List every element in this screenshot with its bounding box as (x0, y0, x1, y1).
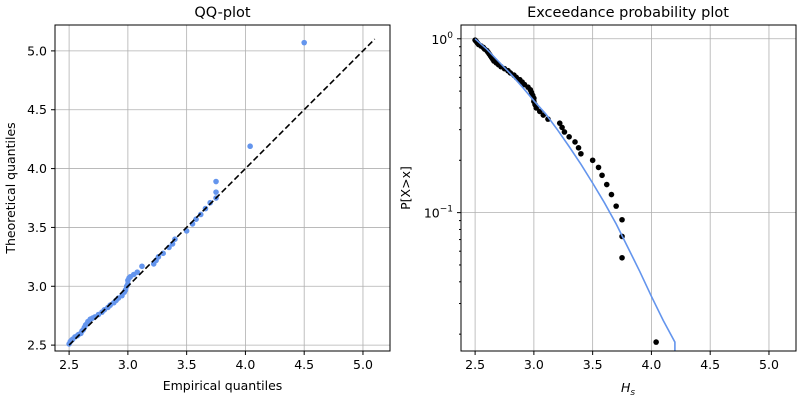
exceedance-ytick-base: 10 (431, 32, 447, 47)
qq-data-point (213, 178, 219, 185)
qq-ytick-label: 4.0 (27, 161, 47, 176)
qq-data-point (213, 189, 219, 195)
exceedance-xtick-label: 4.0 (641, 357, 661, 372)
qq-plot-ylabel: Theoretical quantiles (3, 122, 18, 254)
qq-ytick-label: 5.0 (27, 43, 47, 58)
exceedance-axes-frame (460, 24, 797, 352)
qq-plot-panel: QQ-plot Empirical quantiles Theoretical … (3, 5, 391, 393)
exceedance-data-point (603, 181, 610, 188)
exceedance-xlabel-subscript: s (630, 388, 635, 398)
exceedance-data-point (589, 157, 596, 164)
exceedance-data-point (572, 139, 578, 145)
exceedance-plot-title: Exceedance probability plot (527, 5, 729, 21)
exceedance-data-point (561, 129, 568, 135)
exceedance-ytick-label: 10−1 (424, 205, 453, 221)
exceedance-xtick-label: 5.0 (759, 357, 779, 372)
exceedance-data-point (566, 133, 572, 140)
qq-ytick-label: 3.5 (27, 220, 47, 235)
exceedance-xlabel-main: H (621, 380, 631, 395)
exceedance-data-point (556, 120, 563, 126)
exceedance-data-point (578, 150, 584, 157)
exceedance-data-point (559, 124, 565, 131)
qq-plot-title: QQ-plot (194, 5, 251, 21)
exceedance-data-point (575, 144, 582, 151)
qq-reference-line (68, 38, 376, 346)
qq-ytick-label: 4.5 (27, 102, 47, 117)
qq-data-point (193, 216, 199, 222)
exceedance-ytick-exponent: −1 (440, 205, 453, 215)
exceedance-xtick-label: 3.0 (524, 357, 544, 372)
exceedance-data-point (619, 254, 625, 261)
qq-xtick-label: 4.5 (294, 357, 314, 372)
exceedance-xtick-label: 2.5 (465, 357, 485, 372)
exceedance-data-point (599, 172, 605, 179)
exceedance-data-point (595, 164, 602, 171)
exceedance-plot-panel: Exceedance probability plot Hs P[X>x] 2.… (398, 5, 797, 398)
qq-data-point (139, 263, 145, 270)
qq-ytick-label: 2.5 (27, 338, 47, 353)
qq-axes-frame (54, 24, 391, 352)
exceedance-data-point (619, 216, 625, 223)
exceedance-data-point (608, 191, 615, 198)
qq-data-point (301, 39, 307, 46)
exceedance-ytick-exponent: 0 (447, 31, 453, 41)
exceedance-data-point (533, 105, 540, 111)
qq-xtick-label: 4.0 (235, 357, 255, 372)
exceedance-data-point (613, 203, 619, 209)
qq-data-point (155, 254, 162, 260)
qq-data-point (247, 143, 253, 150)
qq-data-point (197, 211, 204, 218)
exceedance-ytick-label: 100 (431, 31, 453, 47)
exceedance-xtick-label: 4.5 (700, 357, 720, 372)
exceedance-plot-xlabel: Hs (621, 380, 635, 398)
exceedance-xtick-label: 3.5 (583, 357, 603, 372)
exceedance-data-point (653, 339, 659, 345)
qq-xtick-label: 3.0 (118, 357, 138, 372)
exceedance-ytick-base: 10 (424, 206, 440, 221)
qq-plot-xlabel: Empirical quantiles (163, 378, 283, 393)
exceedance-fitted-curve (474, 38, 676, 351)
qq-data-point (207, 199, 213, 206)
qq-xtick-label: 2.5 (59, 357, 79, 372)
qq-xtick-label: 3.5 (177, 357, 197, 372)
qq-xtick-label: 5.0 (353, 357, 373, 372)
qq-data-point (134, 269, 141, 275)
qq-ytick-label: 3.0 (27, 279, 47, 294)
exceedance-plot-ylabel: P[X>x] (398, 166, 413, 210)
